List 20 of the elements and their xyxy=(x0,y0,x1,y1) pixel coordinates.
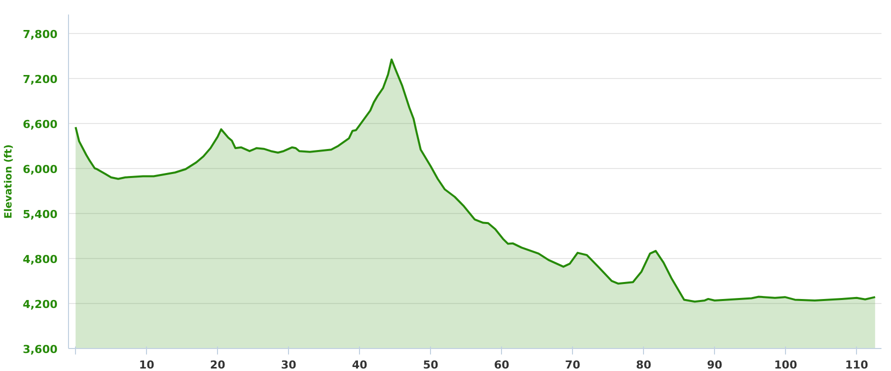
x-tick-label: 110 xyxy=(845,358,868,371)
y-tick-label: 5,400 xyxy=(22,208,58,221)
x-tick-label: 20 xyxy=(210,358,226,371)
x-tick-label: 100 xyxy=(774,358,798,371)
x-tick-label: 70 xyxy=(564,358,581,371)
x-tick-label: 60 xyxy=(494,358,510,371)
x-tick-label: 80 xyxy=(636,358,652,371)
y-tick-label: 7,200 xyxy=(22,72,58,86)
y-axis-title: Elevation (ft) xyxy=(4,144,15,219)
x-tick-label: 30 xyxy=(280,358,297,371)
y-tick-label: 6,000 xyxy=(22,162,58,176)
y-tick-label: 4,200 xyxy=(22,298,58,311)
y-tick-label: 7,800 xyxy=(22,28,58,41)
x-tick-label: 50 xyxy=(422,358,439,371)
y-tick-label: 6,600 xyxy=(22,118,58,131)
y-tick-label: 3,600 xyxy=(22,343,58,356)
y-tick-label: 4,800 xyxy=(22,252,58,266)
x-tick-label: 90 xyxy=(706,358,723,371)
x-tick-label: 40 xyxy=(352,358,368,371)
x-tick-label: 10 xyxy=(138,358,155,371)
